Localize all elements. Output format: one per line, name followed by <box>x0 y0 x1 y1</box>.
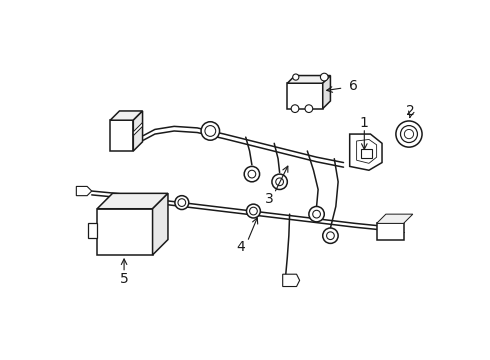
Circle shape <box>246 204 260 218</box>
Text: 6: 6 <box>349 78 358 93</box>
Polygon shape <box>97 193 168 209</box>
Circle shape <box>320 73 328 81</box>
Circle shape <box>323 228 338 243</box>
Polygon shape <box>377 223 404 240</box>
Circle shape <box>404 130 414 139</box>
Circle shape <box>291 105 299 112</box>
Polygon shape <box>323 76 330 109</box>
Polygon shape <box>133 111 143 151</box>
Circle shape <box>276 178 284 186</box>
Circle shape <box>326 232 334 239</box>
Circle shape <box>178 199 186 206</box>
Circle shape <box>400 126 417 143</box>
Circle shape <box>305 105 313 112</box>
Polygon shape <box>152 193 168 255</box>
Polygon shape <box>133 122 143 136</box>
Circle shape <box>244 166 260 182</box>
Text: 1: 1 <box>360 116 369 130</box>
Polygon shape <box>287 83 323 109</box>
Circle shape <box>249 207 257 215</box>
Polygon shape <box>287 76 330 83</box>
Circle shape <box>205 126 216 136</box>
Bar <box>361 149 372 158</box>
Circle shape <box>248 170 256 178</box>
Polygon shape <box>76 186 92 195</box>
Circle shape <box>175 195 189 210</box>
Polygon shape <box>110 120 133 151</box>
Polygon shape <box>97 209 152 255</box>
Polygon shape <box>110 111 143 120</box>
Circle shape <box>313 210 320 218</box>
Text: 2: 2 <box>406 104 415 118</box>
Circle shape <box>272 174 287 189</box>
Circle shape <box>309 206 324 222</box>
Polygon shape <box>377 214 413 223</box>
Text: 4: 4 <box>237 240 245 254</box>
Polygon shape <box>283 274 300 287</box>
Polygon shape <box>88 222 97 238</box>
Polygon shape <box>350 134 382 170</box>
Circle shape <box>396 121 422 147</box>
Polygon shape <box>357 139 377 163</box>
Circle shape <box>293 74 299 80</box>
Text: 3: 3 <box>265 192 273 206</box>
Text: 5: 5 <box>120 272 128 286</box>
Circle shape <box>201 122 220 140</box>
